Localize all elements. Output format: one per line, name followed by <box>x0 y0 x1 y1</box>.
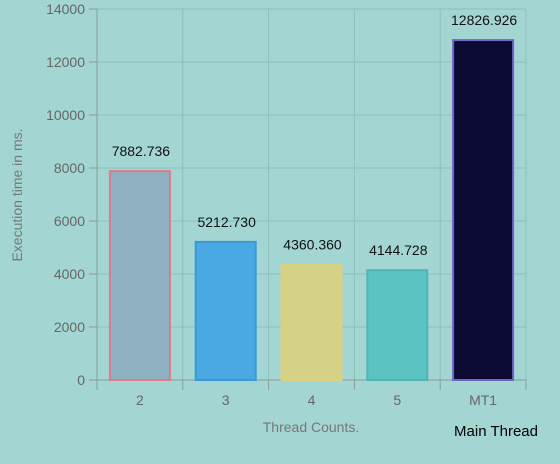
y-tick-label: 10000 <box>46 107 85 123</box>
y-tick-label: 4000 <box>54 266 85 282</box>
bar-MT1 <box>452 39 515 382</box>
bar-value-label: 12826.926 <box>451 12 517 28</box>
bar-value-label: 4144.728 <box>369 242 428 258</box>
y-axis-title: Execution time in ms. <box>9 128 25 261</box>
y-tick-label: 8000 <box>54 160 85 176</box>
x-tick-label: 3 <box>222 392 230 408</box>
bar-3 <box>194 240 257 381</box>
y-tick-label: 14000 <box>46 1 85 17</box>
y-tick-label: 12000 <box>46 54 85 70</box>
bar-value-label: 7882.736 <box>112 143 171 159</box>
x-tick-label: 4 <box>308 392 316 408</box>
labels: 0 2000 4000 6000 8000 10000 12000 14000 2 7882.73… <box>46 1 517 408</box>
bar-value-label: 5212.730 <box>197 214 256 230</box>
annotation-main-thread: Main Thread <box>454 423 538 440</box>
bar-4 <box>280 263 343 382</box>
x-tick-label: 5 <box>393 392 401 408</box>
bar-2 <box>108 170 171 381</box>
bar-5 <box>366 269 429 381</box>
y-tick-label: 0 <box>77 372 85 388</box>
bar-value-label: 4360.360 <box>283 236 342 252</box>
y-tick-label: 6000 <box>54 213 85 229</box>
x-axis-title: Thread Counts. <box>263 419 360 435</box>
x-tick-label: 2 <box>136 392 144 408</box>
x-tick-label: MT1 <box>469 392 497 408</box>
bars <box>108 39 515 382</box>
y-tick-label: 2000 <box>54 319 85 335</box>
